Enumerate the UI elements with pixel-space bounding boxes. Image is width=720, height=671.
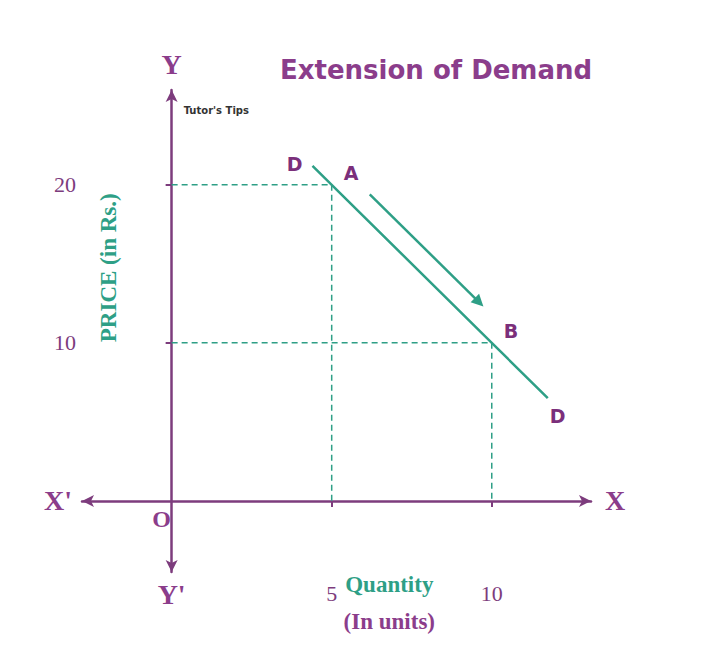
svg-text:Y: Y (162, 49, 182, 80)
svg-text:Tutor's Tips: Tutor's Tips (184, 105, 249, 116)
svg-text:O: O (152, 506, 171, 532)
svg-text:D: D (550, 405, 566, 427)
svg-text:A: A (344, 162, 359, 184)
svg-text:5: 5 (326, 581, 337, 606)
svg-text:10: 10 (481, 581, 503, 606)
svg-text:X: X (605, 485, 625, 516)
svg-text:Y': Y' (158, 579, 186, 610)
svg-text:X': X' (44, 485, 72, 516)
svg-text:10: 10 (54, 330, 76, 355)
svg-text:Extension of Demand: Extension of Demand (280, 55, 592, 85)
svg-text:20: 20 (54, 172, 76, 197)
svg-text:D: D (287, 153, 303, 175)
svg-text:Quantity: Quantity (345, 572, 434, 597)
svg-text:PRICE (in Rs.): PRICE (in Rs.) (96, 193, 121, 342)
svg-text:(In units): (In units) (344, 609, 435, 634)
svg-text:B: B (504, 320, 518, 342)
